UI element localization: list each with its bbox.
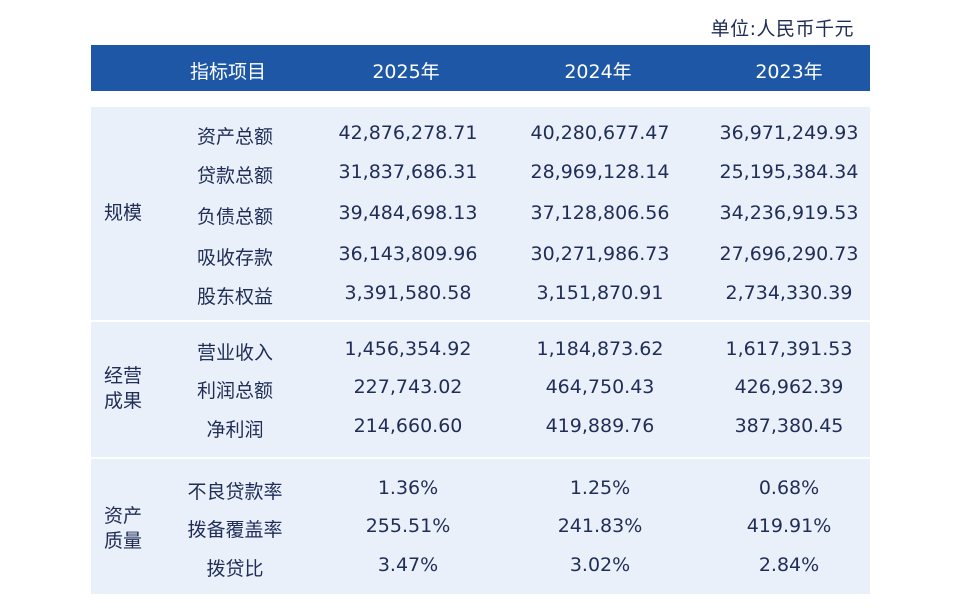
value-2024: 28,969,128.14: [530, 161, 670, 183]
value-2025: 255.51%: [365, 515, 451, 537]
group-asset-quality: 资产 质量 不良贷款率 1.36% 1.25% 0.68% 拨备覆盖率 255.…: [91, 459, 870, 594]
row-name: 吸收存款: [196, 247, 273, 269]
value-2024: 40,280,677.47: [530, 122, 670, 144]
value-2025: 31,837,686.31: [338, 161, 478, 183]
value-2023: 1,617,391.53: [725, 338, 853, 360]
group-operating-results: 经营 成果 营业收入 1,456,354.92 1,184,873.62 1,6…: [91, 322, 870, 457]
value-2024: 241.83%: [557, 515, 643, 537]
value-2023: 27,696,290.73: [719, 243, 859, 265]
value-2023: 419.91%: [746, 515, 832, 537]
value-2023: 2,734,330.39: [725, 282, 853, 304]
value-2024: 1,184,873.62: [536, 338, 664, 360]
row-name: 股东权益: [196, 286, 273, 308]
value-2023: 387,380.45: [734, 415, 844, 437]
value-2024: 464,750.43: [545, 376, 655, 398]
table-row: 贷款总额 31,837,686.31 28,969,128.14 25,195,…: [91, 161, 870, 189]
table-row: 拨贷比 3.47% 3.02% 2.84%: [91, 554, 870, 582]
category-line: 质量: [103, 530, 142, 552]
row-name: 负债总额: [196, 206, 273, 228]
table-row: 不良贷款率 1.36% 1.25% 0.68%: [91, 477, 870, 505]
table-row: 营业收入 1,456,354.92 1,184,873.62 1,617,391…: [91, 338, 870, 366]
value-2025: 42,876,278.71: [338, 122, 478, 144]
value-2025: 39,484,698.13: [338, 202, 478, 224]
row-name: 资产总额: [196, 126, 273, 148]
category-line: 成果: [103, 390, 142, 412]
value-2023: 426,962.39: [734, 376, 844, 398]
value-2025: 3,391,580.58: [344, 282, 472, 304]
value-2023: 25,195,384.34: [719, 161, 859, 183]
value-2025: 1.36%: [377, 477, 439, 499]
category-line: 资产: [103, 505, 142, 527]
value-2024: 30,271,986.73: [530, 243, 670, 265]
header-2024: 2024年: [564, 61, 632, 83]
row-name: 不良贷款率: [187, 481, 283, 503]
value-2023: 2.84%: [758, 554, 820, 576]
unit-label: 单位:人民币千元: [710, 18, 854, 40]
row-name: 贷款总额: [196, 165, 273, 187]
table-row: 股东权益 3,391,580.58 3,151,870.91 2,734,330…: [91, 282, 870, 310]
table-row: 吸收存款 36,143,809.96 30,271,986.73 27,696,…: [91, 243, 870, 271]
category-label: 规模: [103, 202, 142, 224]
table-row: 利润总额 227,743.02 464,750.43 426,962.39: [91, 376, 870, 404]
header-2023: 2023年: [755, 61, 823, 83]
value-2025: 3.47%: [377, 554, 439, 576]
table-header: 指标项目 2025年 2024年 2023年: [91, 45, 870, 91]
value-2025: 227,743.02: [353, 376, 463, 398]
value-2024: 1.25%: [569, 477, 631, 499]
table-row: 净利润 214,660.60 419,889.76 387,380.45: [91, 415, 870, 443]
table-row: 拨备覆盖率 255.51% 241.83% 419.91%: [91, 515, 870, 543]
row-name: 营业收入: [196, 342, 273, 364]
value-2024: 419,889.76: [545, 415, 655, 437]
value-2023: 34,236,919.53: [719, 202, 859, 224]
value-2024: 37,128,806.56: [530, 202, 670, 224]
row-name: 拨贷比: [206, 558, 264, 580]
category-label: 资产 质量: [91, 504, 155, 554]
header-item: 指标项目: [189, 61, 266, 83]
row-name: 拨备覆盖率: [187, 519, 283, 541]
table-row: 资产总额 42,876,278.71 40,280,677.47 36,971,…: [91, 122, 870, 150]
row-name: 利润总额: [196, 380, 273, 402]
category-label: 经营 成果: [91, 364, 155, 414]
row-name: 净利润: [206, 419, 264, 441]
table-row: 负债总额 39,484,698.13 37,128,806.56 34,236,…: [91, 202, 870, 230]
value-2025: 214,660.60: [353, 415, 463, 437]
value-2023: 0.68%: [758, 477, 820, 499]
value-2025: 1,456,354.92: [344, 338, 472, 360]
header-2025: 2025年: [372, 61, 440, 83]
value-2025: 36,143,809.96: [338, 243, 478, 265]
value-2023: 36,971,249.93: [719, 122, 859, 144]
value-2024: 3.02%: [569, 554, 631, 576]
category-line: 经营: [103, 365, 142, 387]
group-scale: 规模 资产总额 42,876,278.71 40,280,677.47 36,9…: [91, 107, 870, 320]
value-2024: 3,151,870.91: [536, 282, 664, 304]
